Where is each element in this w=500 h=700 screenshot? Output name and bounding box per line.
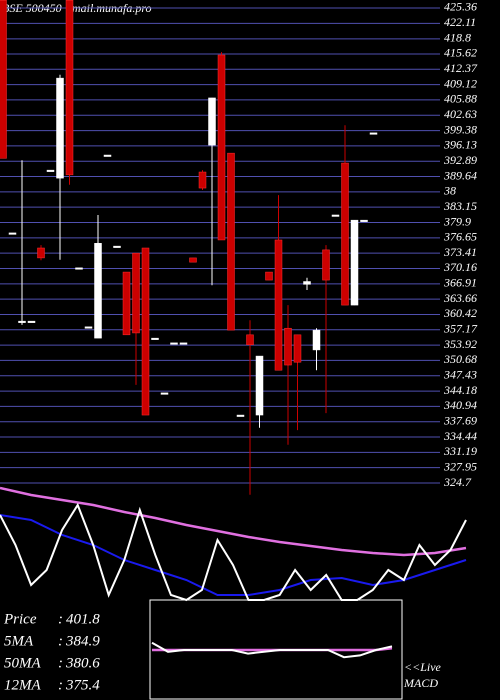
y-tick-label: 418.8 bbox=[444, 31, 471, 45]
y-tick-label: 366.91 bbox=[443, 276, 477, 290]
y-tick-label: 373.41 bbox=[443, 245, 477, 259]
y-tick-label: 347.43 bbox=[443, 367, 477, 381]
candle-body bbox=[303, 281, 311, 285]
y-tick-label: 402.63 bbox=[444, 107, 477, 121]
indicator-line bbox=[0, 486, 467, 557]
candle-body bbox=[46, 169, 55, 172]
y-tick-label: 340.94 bbox=[443, 398, 477, 412]
y-tick-label: 392.89 bbox=[443, 153, 477, 167]
candle-body bbox=[369, 132, 378, 135]
y-tick-label: 379.9 bbox=[443, 214, 471, 228]
candle-body bbox=[0, 0, 7, 159]
y-tick-label: 376.65 bbox=[443, 230, 477, 244]
y-tick-label: 357.17 bbox=[443, 322, 478, 336]
legend-value: 384.9 bbox=[65, 633, 100, 649]
y-tick-label: 409.12 bbox=[444, 76, 477, 90]
legend-label: 5MA bbox=[4, 633, 34, 649]
legend-sep: : bbox=[58, 611, 63, 627]
candle-body bbox=[141, 247, 150, 416]
candle-body bbox=[84, 326, 93, 329]
candle-body bbox=[160, 392, 169, 395]
y-tick-label: 422.11 bbox=[444, 15, 476, 29]
y-tick-label: 337.69 bbox=[443, 413, 477, 427]
y-tick-label: 334.44 bbox=[443, 429, 477, 443]
y-tick-label: 363.66 bbox=[443, 291, 477, 305]
legend-sep: : bbox=[58, 633, 63, 649]
candle-body bbox=[65, 0, 74, 176]
legend-sep: : bbox=[58, 655, 63, 671]
legend-value: 401.8 bbox=[66, 611, 100, 627]
y-tick-label: 383.15 bbox=[443, 199, 477, 213]
candle-body bbox=[151, 337, 159, 340]
y-tick-label: 370.16 bbox=[443, 260, 477, 274]
candle-body bbox=[18, 320, 26, 323]
candle-body bbox=[236, 414, 245, 417]
candle-body bbox=[293, 334, 302, 363]
y-tick-label: 350.68 bbox=[443, 352, 477, 366]
legend-value: 375.4 bbox=[65, 677, 100, 693]
candle-body bbox=[8, 232, 17, 235]
candle-body bbox=[37, 247, 45, 259]
legend-sep: : bbox=[58, 677, 63, 693]
legend-label: 12MA bbox=[4, 677, 41, 693]
candle-body bbox=[246, 334, 254, 345]
candle-body bbox=[331, 214, 340, 217]
candle-body bbox=[122, 271, 131, 336]
macd-live: <<Live bbox=[404, 660, 442, 674]
candle-body bbox=[189, 257, 197, 263]
candle-body bbox=[103, 154, 112, 157]
y-tick-label: 38 bbox=[443, 184, 456, 198]
legend-label: 50MA bbox=[4, 655, 41, 671]
candle-body bbox=[284, 327, 292, 366]
y-tick-label: 327.95 bbox=[443, 459, 477, 473]
indicator-line bbox=[0, 514, 467, 596]
candle-body bbox=[217, 54, 226, 241]
candle-body bbox=[274, 239, 283, 371]
indicator-line bbox=[151, 641, 393, 659]
macd-label: MACD bbox=[403, 676, 438, 690]
y-tick-label: 360.42 bbox=[443, 306, 477, 320]
y-tick-label: 415.62 bbox=[444, 46, 477, 60]
candle-body bbox=[322, 249, 330, 281]
candle-body bbox=[265, 271, 273, 281]
candle-body bbox=[170, 342, 178, 345]
candle-body bbox=[360, 219, 368, 222]
legend-value: 380.6 bbox=[65, 655, 100, 671]
candle-body bbox=[179, 342, 188, 345]
candle-body bbox=[75, 267, 83, 270]
candle-body bbox=[27, 320, 36, 323]
y-tick-label: 389.64 bbox=[443, 168, 477, 182]
candle-body bbox=[227, 152, 235, 331]
candle-body bbox=[255, 355, 264, 416]
candle-body bbox=[113, 245, 121, 248]
y-tick-label: 324.7 bbox=[443, 475, 472, 489]
indicator-line bbox=[0, 502, 467, 602]
candle-body bbox=[198, 171, 207, 189]
legend-label: Price bbox=[3, 611, 37, 627]
y-tick-label: 396.13 bbox=[443, 138, 477, 152]
y-tick-label: 405.88 bbox=[444, 92, 477, 106]
candle-body bbox=[208, 97, 216, 146]
candle-body bbox=[312, 329, 321, 351]
candle-body bbox=[341, 162, 349, 306]
candle-body bbox=[94, 243, 102, 339]
candle-body bbox=[350, 219, 359, 306]
y-tick-label: 331.19 bbox=[443, 444, 477, 458]
y-tick-label: 353.92 bbox=[443, 337, 477, 351]
candle-body bbox=[56, 77, 64, 179]
y-tick-label: 425.36 bbox=[444, 0, 477, 14]
y-tick-label: 344.18 bbox=[443, 383, 477, 397]
y-tick-label: 412.37 bbox=[444, 61, 478, 75]
candle-body bbox=[132, 252, 140, 334]
y-tick-label: 399.38 bbox=[443, 122, 477, 136]
